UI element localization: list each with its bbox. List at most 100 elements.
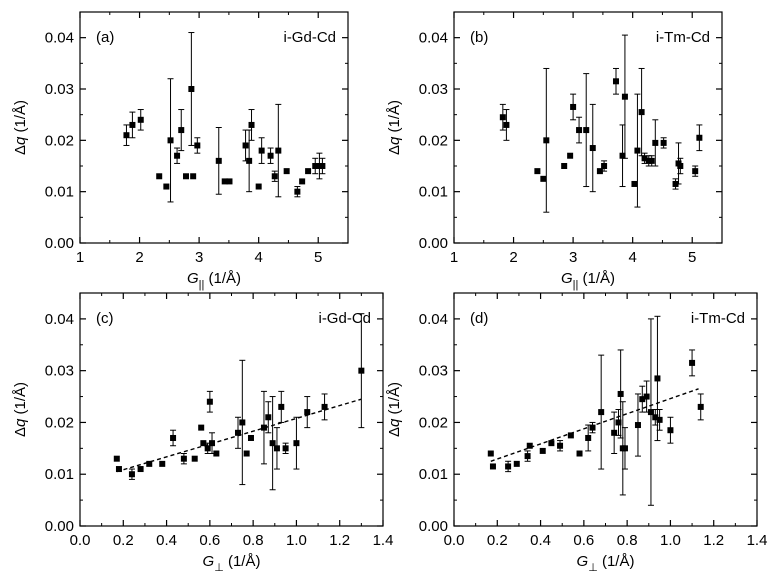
x-tick-label: 2	[135, 249, 143, 266]
data-point	[137, 116, 144, 123]
data-point	[178, 127, 185, 134]
data-point	[204, 445, 211, 452]
data-point	[146, 460, 153, 467]
data-point	[242, 142, 249, 149]
data-point	[612, 78, 619, 85]
data-point	[524, 453, 531, 460]
data-point	[200, 440, 207, 447]
data-point	[543, 137, 550, 144]
data-point	[570, 103, 577, 110]
data-point	[239, 419, 246, 426]
data-point	[123, 132, 130, 139]
y-tick-label: 0.00	[419, 235, 448, 252]
data-point	[697, 403, 704, 410]
panel-2: 1 2 3 4 5 0.00 0.01 0.02 0.03 0.04 (b) i-Tm-Cd G|| (…	[386, 11, 723, 291]
x-tick-label: 0.2	[487, 532, 508, 549]
data-point	[167, 137, 174, 144]
y-axis-label: Δq (1/Å)	[12, 382, 29, 437]
data-point	[128, 471, 135, 478]
x-tick-label: 0.6	[199, 532, 220, 549]
data-point	[260, 424, 267, 431]
y-tick-label: 0.04	[419, 30, 448, 47]
data-point	[513, 460, 520, 467]
data-point	[319, 163, 326, 169]
y-tick-label: 0.01	[45, 466, 74, 483]
data-point	[589, 145, 596, 152]
data-point	[641, 155, 648, 162]
data-point	[548, 440, 555, 447]
data-point	[188, 86, 195, 92]
x-tick-label: 5	[688, 249, 696, 266]
data-point	[583, 127, 590, 134]
y-axis-label: Δq (1/Å)	[386, 100, 403, 155]
y-tick-label: 0.04	[45, 30, 74, 47]
data-point	[487, 450, 494, 457]
panel-label: (a)	[96, 29, 114, 46]
y-tick-label: 0.04	[419, 311, 448, 328]
data-point	[180, 455, 187, 462]
x-tick-label: 1.0	[660, 532, 681, 549]
data-point	[505, 463, 512, 470]
plot-frame	[453, 11, 723, 244]
data-point	[293, 440, 300, 447]
y-tick-label: 0.00	[419, 518, 448, 535]
x-tick-label: 1.4	[373, 532, 394, 549]
data-point	[689, 359, 696, 366]
data-point	[631, 180, 638, 187]
data-point	[206, 398, 213, 405]
panel-title: i-Tm-Cd	[656, 29, 710, 46]
y-tick-label: 0.00	[45, 235, 74, 252]
x-axis-label: G|| (1/Å)	[561, 270, 615, 291]
data-point	[489, 463, 496, 470]
data-point	[654, 375, 661, 382]
y-tick-label: 0.02	[45, 414, 74, 431]
x-tick-label: 0.0	[70, 532, 91, 549]
data-point	[267, 152, 274, 159]
data-point	[615, 419, 622, 426]
data-point	[190, 173, 197, 180]
y-tick-label: 0.01	[419, 466, 448, 483]
panel-label: (d)	[470, 310, 488, 327]
data-point	[198, 424, 205, 431]
data-point	[246, 157, 253, 164]
panel-title: i-Gd-Cd	[318, 310, 371, 327]
data-point	[209, 440, 216, 447]
data-point	[221, 178, 228, 185]
x-tick-label: 0.4	[156, 532, 177, 549]
data-point	[194, 142, 201, 149]
x-tick-label: 1.2	[703, 532, 724, 549]
data-point	[312, 163, 319, 169]
x-tick-label: 0.8	[243, 532, 264, 549]
data-point	[278, 403, 285, 410]
panel-title: i-Tm-Cd	[691, 310, 745, 327]
data-point	[156, 173, 163, 180]
data-point	[499, 114, 506, 121]
data-point	[692, 168, 699, 175]
x-tick-label: 3	[195, 249, 203, 266]
x-axis-label: G⊥ (1/Å)	[203, 553, 261, 574]
data-point	[248, 121, 255, 128]
data-point	[696, 134, 703, 141]
data-point	[576, 127, 583, 134]
x-tick-label: 0.4	[530, 532, 551, 549]
data-point	[258, 147, 265, 154]
data-point	[113, 455, 120, 462]
panel-label: (c)	[96, 310, 114, 327]
data-point	[247, 434, 254, 441]
data-point	[283, 168, 290, 175]
y-tick-label: 0.02	[45, 132, 74, 149]
x-tick-label: 0.6	[573, 532, 594, 549]
y-tick-label: 0.00	[45, 518, 74, 535]
data-point	[226, 178, 233, 185]
panel-title: i-Gd-Cd	[283, 29, 336, 46]
panel-3: 0.0 0.2 0.4 0.6 0.8 1.0 1.2 1.4 0.00 0.01 0.02 0.03…	[12, 292, 394, 574]
panel-label: (b)	[470, 29, 488, 46]
data-point	[294, 188, 301, 195]
x-tick-label: 4	[254, 249, 262, 266]
y-tick-label: 0.03	[419, 363, 448, 380]
data-point	[183, 173, 190, 180]
data-point	[598, 409, 605, 416]
x-tick-label: 3	[569, 249, 577, 266]
y-tick-label: 0.02	[419, 132, 448, 149]
